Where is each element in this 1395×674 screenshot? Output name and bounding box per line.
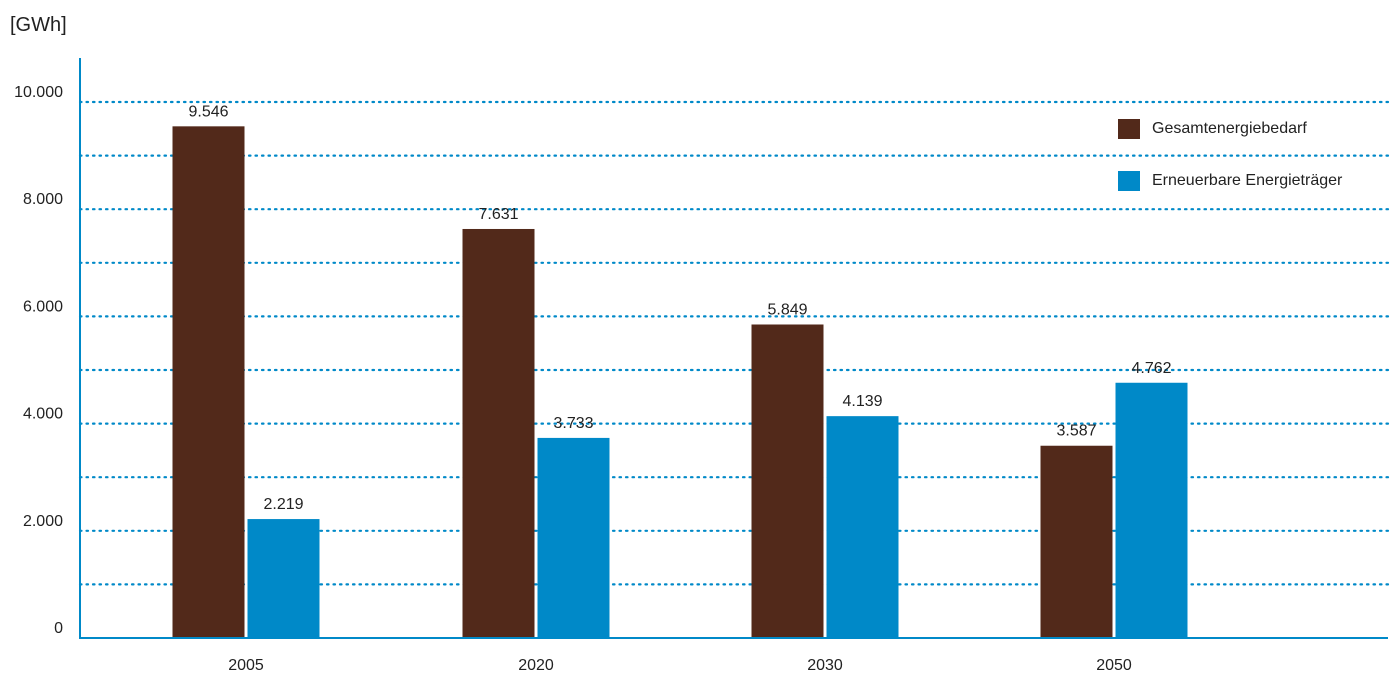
legend-swatch [1118, 119, 1140, 139]
bars [172, 126, 1188, 638]
bar-value-label: 7.631 [478, 206, 518, 223]
bar-gesamtenergiebedarf-2050 [1040, 445, 1113, 638]
bar-value-label: 2.219 [263, 496, 303, 513]
x-tick-label: 2030 [807, 657, 843, 674]
bar-value-label: 3.587 [1056, 423, 1096, 440]
bar-gesamtenergiebedarf-2005 [172, 126, 245, 638]
y-tick-labels: 0 2.000 4.000 6.000 8.000 10.000 [14, 84, 63, 637]
x-tick-label: 2050 [1096, 657, 1132, 674]
bar-erneuerbare-2020 [537, 437, 610, 638]
bar-erneuerbare-2030 [826, 416, 899, 638]
legend: Gesamtenergiebedarf Erneuerbare Energiet… [1118, 118, 1342, 222]
y-tick-label: 4.000 [23, 406, 63, 423]
legend-swatch [1118, 171, 1140, 191]
y-tick-label: 0 [54, 620, 63, 637]
x-tick-label: 2005 [228, 657, 264, 674]
bar-gesamtenergiebedarf-2030 [751, 324, 824, 638]
y-tick-label: 8.000 [23, 191, 63, 208]
y-tick-label: 10.000 [14, 84, 63, 101]
y-unit-label: [GWh] [10, 14, 67, 36]
legend-label: Erneuerbare Energieträger [1152, 172, 1343, 189]
legend-label: Gesamtenergiebedarf [1152, 120, 1307, 137]
bar-value-label: 3.733 [553, 415, 593, 432]
bar-value-label: 5.849 [767, 301, 807, 318]
y-tick-label: 6.000 [23, 298, 63, 315]
legend-item-gesamtenergiebedarf: Gesamtenergiebedarf [1118, 118, 1342, 140]
bar-erneuerbare-2050 [1115, 382, 1188, 638]
x-tick-labels: 2005 2020 2030 2050 [228, 657, 1132, 674]
axes [79, 58, 1388, 639]
bar-value-label: 4.139 [842, 393, 882, 410]
y-tick-label: 2.000 [23, 513, 63, 530]
legend-item-erneuerbare: Erneuerbare Energieträger [1118, 170, 1342, 192]
bar-value-labels: 9.546 2.219 7.631 3.733 5.849 4.139 3.587 4.762 [188, 103, 1171, 513]
bar-gesamtenergiebedarf-2020 [462, 228, 535, 638]
bar-value-label: 9.546 [188, 103, 228, 120]
bar-erneuerbare-2005 [247, 519, 320, 638]
x-tick-label: 2020 [518, 657, 554, 674]
bar-value-label: 4.762 [1131, 360, 1171, 377]
